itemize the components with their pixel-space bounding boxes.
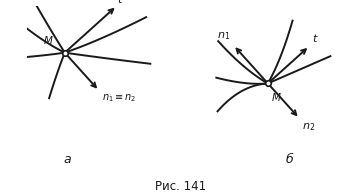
Text: t: t <box>312 34 316 44</box>
Text: а: а <box>63 153 71 166</box>
Text: M: M <box>272 93 281 103</box>
Text: $n_2$: $n_2$ <box>302 121 316 133</box>
Text: t: t <box>118 0 122 5</box>
Text: $n_1\equiv n_2$: $n_1\equiv n_2$ <box>102 92 137 104</box>
Text: $n_1$: $n_1$ <box>217 30 231 42</box>
Text: Рис. 141: Рис. 141 <box>155 180 207 193</box>
Text: б: б <box>286 153 293 166</box>
Text: M: M <box>44 36 53 46</box>
